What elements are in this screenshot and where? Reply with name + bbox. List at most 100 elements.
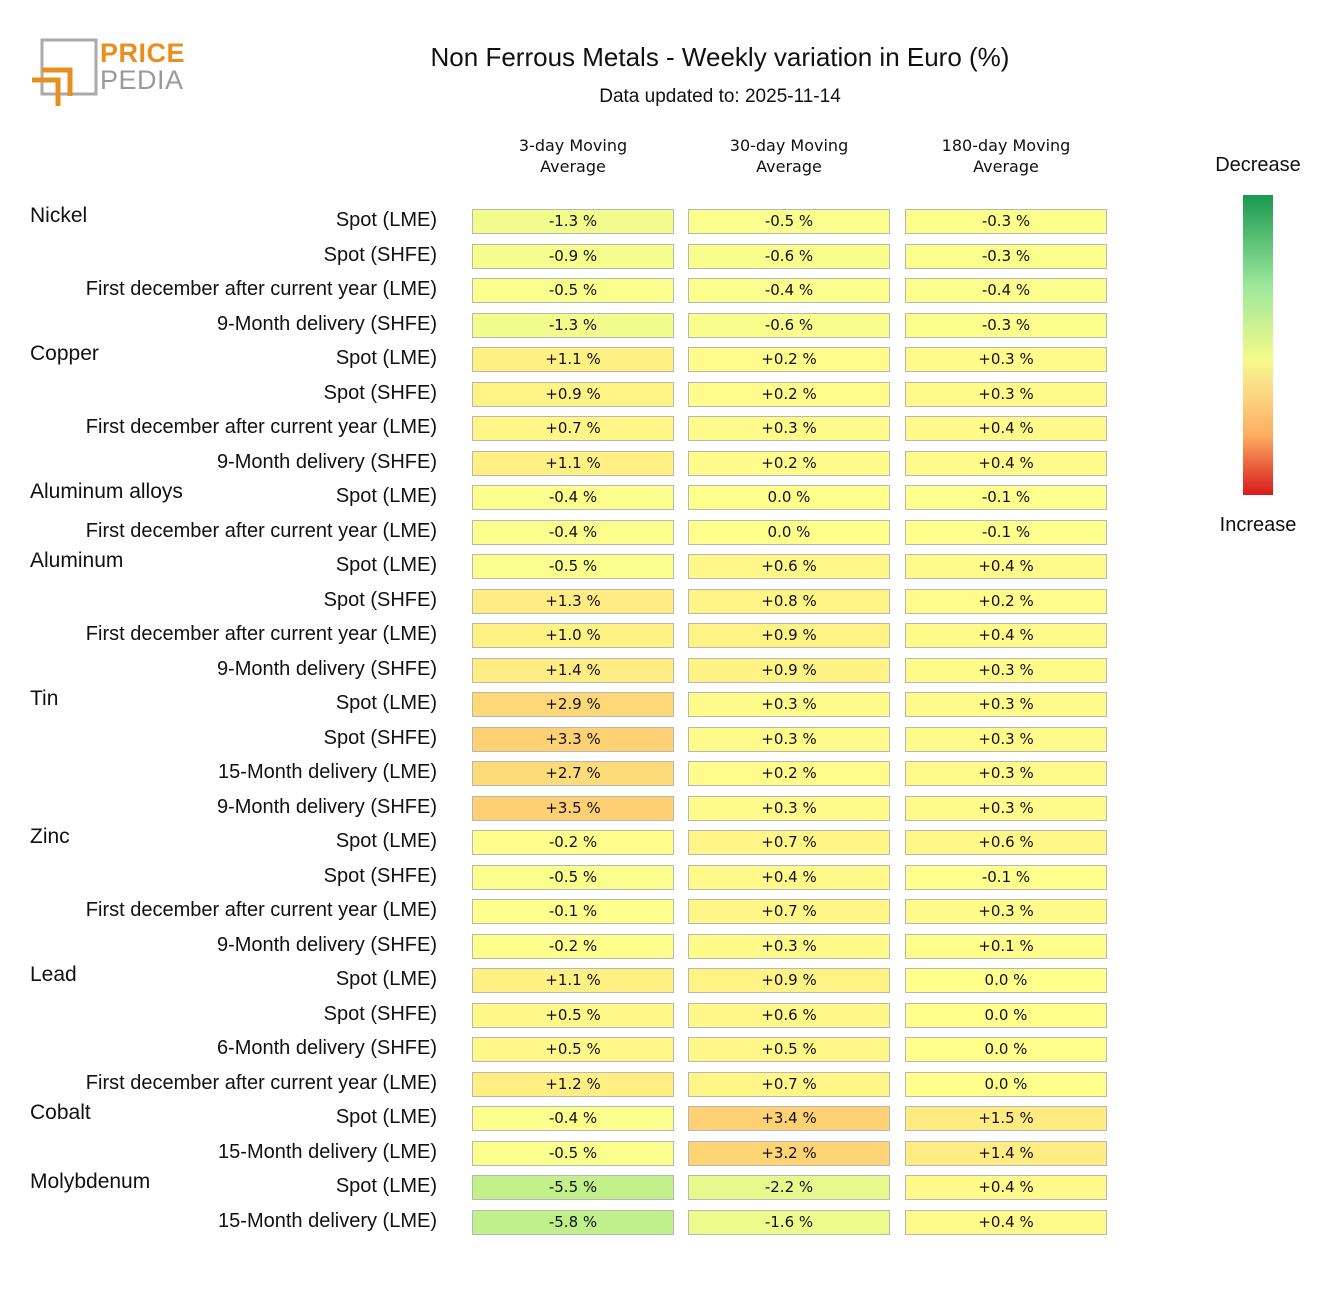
heatmap-cell: +1.1 % xyxy=(472,968,674,993)
heatmap-cell: -0.1 % xyxy=(905,485,1107,510)
row-label: Spot (LME) xyxy=(335,830,437,852)
heatmap-cell: +0.5 % xyxy=(472,1037,674,1062)
heatmap-cell: +0.9 % xyxy=(472,381,674,407)
heatmap-cell: +1.1 % xyxy=(472,347,674,372)
row-label: Spot (SHFE) xyxy=(323,381,437,404)
heatmap-cell: 0.0 % xyxy=(688,485,890,510)
heatmap-cell: -0.4 % xyxy=(905,278,1107,303)
heatmap-cell: +0.2 % xyxy=(688,347,890,372)
heatmap-cell: +1.2 % xyxy=(472,1071,674,1097)
heatmap-cell: +0.4 % xyxy=(905,450,1107,476)
pricepedia-logo: PRICE PEDIA xyxy=(30,38,190,110)
heatmap-cell: +0.4 % xyxy=(905,554,1107,579)
row-label: Spot (SHFE) xyxy=(323,243,437,266)
row-label: Spot (LME) xyxy=(335,1175,437,1197)
heatmap-cell: -1.3 % xyxy=(472,209,674,234)
heatmap-cell: +0.1 % xyxy=(905,933,1107,959)
heatmap-cell: -0.5 % xyxy=(472,278,674,303)
heatmap-cell: +0.4 % xyxy=(905,416,1107,441)
logo-mark-icon xyxy=(32,38,98,106)
heatmap-cell: +0.6 % xyxy=(905,830,1107,855)
heatmap-cell: 0.0 % xyxy=(905,1037,1107,1062)
heatmap-cell: +1.1 % xyxy=(472,450,674,476)
heatmap-cell: +2.7 % xyxy=(472,761,674,786)
heatmap-cell: +0.3 % xyxy=(905,381,1107,407)
chart-title: Non Ferrous Metals - Weekly variation in… xyxy=(430,42,1010,72)
row-label: Spot (SHFE) xyxy=(323,588,437,611)
heatmap-cell: +0.7 % xyxy=(688,1071,890,1097)
heatmap-cell: -0.5 % xyxy=(472,1140,674,1166)
heatmap-cell: 0.0 % xyxy=(905,1002,1107,1028)
heatmap-cell: +0.3 % xyxy=(905,347,1107,372)
heatmap-cell: +0.4 % xyxy=(905,1175,1107,1200)
row-label: Spot (LME) xyxy=(335,209,437,231)
row-label: Spot (LME) xyxy=(335,554,437,576)
row-label: First december after current year (LME) xyxy=(85,1071,437,1094)
row-label: Spot (LME) xyxy=(335,347,437,369)
heatmap-cell: -0.6 % xyxy=(688,312,890,338)
logo-price-text: PRICE xyxy=(100,38,186,68)
row-label: Spot (SHFE) xyxy=(323,726,437,749)
heatmap-cell: -0.3 % xyxy=(905,209,1107,234)
metal-group-label: Aluminum xyxy=(30,549,124,572)
heatmap-cell: -2.2 % xyxy=(688,1175,890,1200)
heatmap-cell: +0.3 % xyxy=(688,726,890,752)
heatmap-cell: +0.7 % xyxy=(688,899,890,924)
heatmap-cell: 0.0 % xyxy=(905,968,1107,993)
heatmap-cell: -0.1 % xyxy=(905,864,1107,890)
heatmap-cell: +0.5 % xyxy=(472,1002,674,1028)
heatmap-cell: +3.4 % xyxy=(688,1106,890,1131)
heatmap-cell: -0.4 % xyxy=(472,485,674,510)
heatmap-cell: +0.9 % xyxy=(688,623,890,648)
row-label: Spot (LME) xyxy=(335,968,437,990)
row-label: 9-Month delivery (SHFE) xyxy=(216,933,437,956)
heatmap-cell: -0.3 % xyxy=(905,312,1107,338)
heatmap-cell: +0.2 % xyxy=(905,588,1107,614)
column-header: 180-day Moving Average xyxy=(941,136,1071,176)
row-label: 15-Month delivery (LME) xyxy=(218,761,437,783)
heatmap-cell: +0.9 % xyxy=(688,968,890,993)
metal-group-label: Zinc xyxy=(30,825,70,848)
heatmap-cell: +3.5 % xyxy=(472,795,674,821)
row-label: 15-Month delivery (LME) xyxy=(218,1209,437,1232)
row-label: Spot (LME) xyxy=(335,692,437,714)
row-label: 9-Month delivery (SHFE) xyxy=(216,450,437,473)
row-label: 9-Month delivery (SHFE) xyxy=(216,312,437,335)
metal-group-label: Nickel xyxy=(30,204,88,227)
heatmap-cell: +0.3 % xyxy=(905,899,1107,924)
heatmap-cell: 0.0 % xyxy=(688,519,890,545)
row-label: Spot (LME) xyxy=(335,1106,437,1128)
heatmap-cell: -0.3 % xyxy=(905,243,1107,269)
heatmap-cell: +0.2 % xyxy=(688,761,890,786)
metal-group-label: Lead xyxy=(30,963,77,986)
heatmap-cell: +0.3 % xyxy=(688,795,890,821)
heatmap-cell: +3.3 % xyxy=(472,726,674,752)
heatmap-cell: -0.1 % xyxy=(905,519,1107,545)
heatmap-cell: -1.6 % xyxy=(688,1209,890,1235)
heatmap-cell: -0.4 % xyxy=(688,278,890,303)
heatmap-cell: -5.5 % xyxy=(472,1175,674,1200)
heatmap-cell: -1.3 % xyxy=(472,312,674,338)
heatmap-cell: +2.9 % xyxy=(472,692,674,717)
heatmap-cell: -0.6 % xyxy=(688,243,890,269)
heatmap-cell: +0.7 % xyxy=(688,830,890,855)
column-header: 3-day Moving Average xyxy=(518,136,628,176)
heatmap-cell: +3.2 % xyxy=(688,1140,890,1166)
heatmap-cell: +0.6 % xyxy=(688,554,890,579)
heatmap-cell: +1.4 % xyxy=(472,657,674,683)
logo-pedia-text: PEDIA xyxy=(100,65,184,95)
heatmap-cell: +0.9 % xyxy=(688,657,890,683)
row-label: 9-Month delivery (SHFE) xyxy=(216,795,437,818)
heatmap-cell: +0.3 % xyxy=(905,692,1107,717)
row-label: Spot (LME) xyxy=(335,485,437,507)
legend-color-scale xyxy=(1243,195,1273,495)
heatmap-cell: -0.4 % xyxy=(472,1106,674,1131)
heatmap-cell: +1.0 % xyxy=(472,623,674,648)
legend-increase-label: Increase xyxy=(1219,514,1297,536)
heatmap-cell: +0.3 % xyxy=(688,933,890,959)
heatmap-cell: +0.4 % xyxy=(905,1209,1107,1235)
heatmap-cell: +0.3 % xyxy=(688,692,890,717)
heatmap-cell: +1.4 % xyxy=(905,1140,1107,1166)
metal-group-label: Aluminum alloys xyxy=(30,480,183,503)
heatmap-cell: +0.7 % xyxy=(472,416,674,441)
